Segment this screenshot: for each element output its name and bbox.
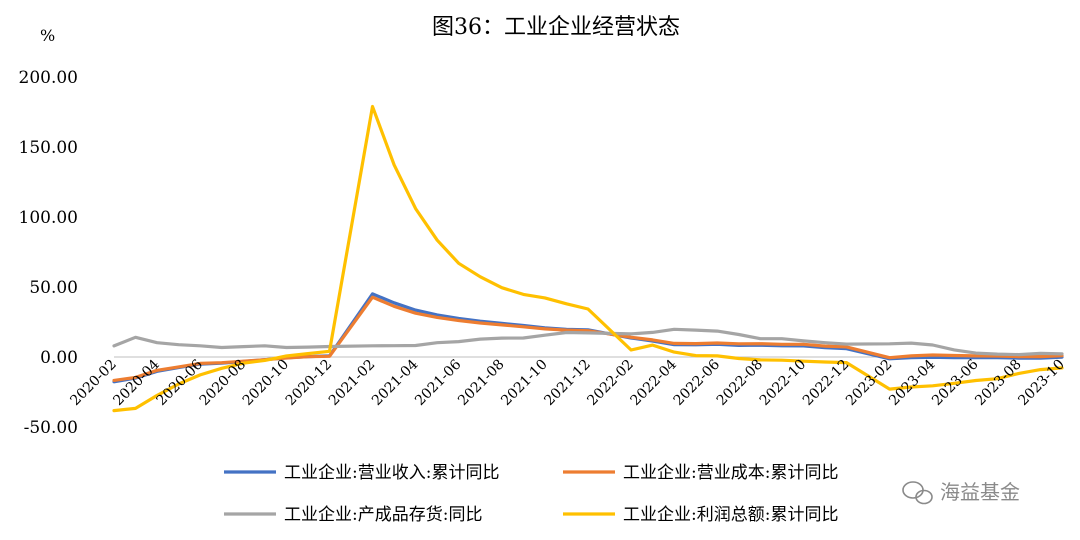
- x-tick-label: 2022-02: [584, 357, 636, 409]
- y-tick-label: 50.00: [29, 278, 78, 298]
- x-tick-label: 2020-06: [154, 356, 207, 409]
- legend-label: 工业企业:产成品存货:同比: [284, 505, 482, 525]
- y-tick-label: 200.00: [19, 68, 78, 88]
- y-tick-label: 100.00: [19, 208, 78, 228]
- watermark-text: 海益基金: [940, 480, 1020, 504]
- y-axis-unit-label: %: [40, 26, 55, 45]
- x-tick-label: 2021-12: [541, 357, 593, 409]
- y-tick-label: 0.00: [40, 348, 78, 368]
- x-tick-label: 2022-10: [757, 357, 809, 409]
- x-tick-label: 2020-10: [240, 357, 292, 409]
- y-tick-label: -50.00: [24, 418, 78, 438]
- x-tick-label: 2020-04: [110, 356, 163, 409]
- chart-title: 图36：工业企业经营状态: [432, 15, 680, 40]
- wechat-icon: [902, 481, 933, 505]
- series-lines: [112, 104, 1064, 413]
- x-tick-label: 2023-10: [1015, 357, 1067, 409]
- series-line: [112, 327, 1064, 357]
- x-tick-label: 2021-02: [326, 357, 378, 409]
- watermark: 海益基金: [902, 480, 1020, 505]
- x-tick-label: 2021-06: [412, 356, 465, 409]
- x-tick-label: 2022-08: [714, 357, 766, 409]
- x-tick-label: 2021-08: [455, 357, 507, 409]
- x-tick-label: 2023-08: [972, 357, 1024, 409]
- series-line: [112, 104, 1064, 413]
- x-tick-label: 2021-04: [369, 356, 422, 409]
- x-tick-label: 2023-04: [886, 356, 939, 409]
- x-tick-label: 2021-10: [498, 357, 550, 409]
- legend-label: 工业企业:营业收入:累计同比: [284, 463, 499, 483]
- y-tick-label: 150.00: [19, 138, 78, 158]
- x-tick-label: 2020-12: [283, 357, 335, 409]
- x-tick-label: 2022-12: [800, 357, 852, 409]
- legend-label: 工业企业:营业成本:累计同比: [623, 463, 838, 483]
- y-axis-tick-labels: 200.00 150.00 100.00 50.00 0.00 -50.00: [19, 68, 78, 438]
- x-tick-label: 2023-06: [929, 356, 982, 409]
- legend: 工业企业:营业收入:累计同比 工业企业:营业成本:累计同比工业企业:产成品存货:同…: [224, 463, 838, 525]
- x-tick-label: 2022-04: [628, 356, 681, 409]
- x-tick-label: 2022-06: [671, 356, 724, 409]
- legend-label: 工业企业:利润总额:累计同比: [623, 505, 838, 525]
